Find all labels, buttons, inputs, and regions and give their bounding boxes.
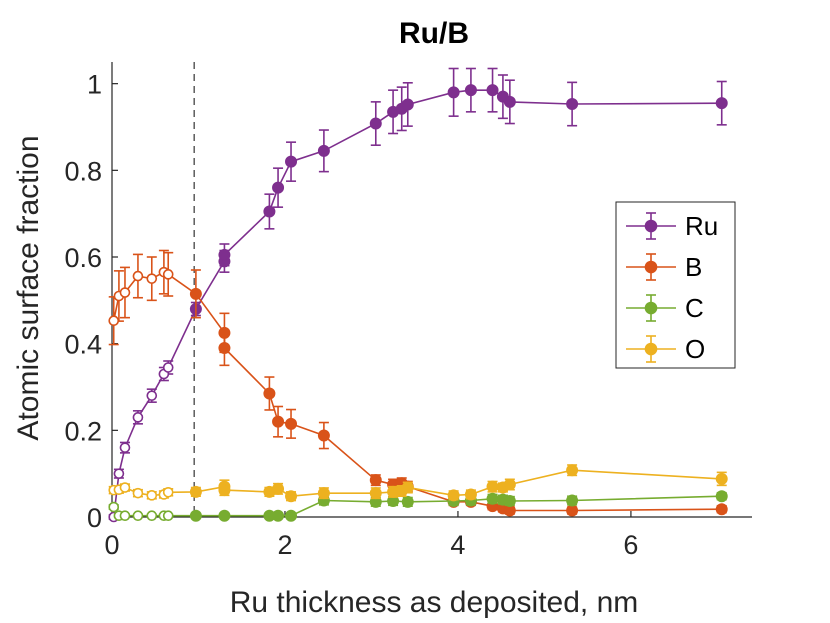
- chart-title: Ru/B: [399, 17, 469, 50]
- legend-marker-ru: [644, 219, 658, 233]
- data-point-o: [464, 488, 477, 501]
- data-point-b: [566, 504, 579, 517]
- data-point-c: [566, 494, 579, 507]
- data-point-b: [369, 474, 382, 487]
- data-point-c: [486, 492, 499, 505]
- x-tick-label: 0: [104, 530, 119, 560]
- data-point-hollow-b: [119, 287, 131, 298]
- data-point-o: [369, 487, 382, 500]
- data-point-hollow-b: [162, 269, 174, 280]
- data-point-hollow-b: [132, 270, 144, 282]
- legend-entry-b: [626, 253, 676, 281]
- data-point-ru: [218, 248, 231, 261]
- legend-label-o: O: [685, 334, 705, 364]
- data-point-hollow-c: [132, 510, 144, 522]
- data-point-c: [401, 495, 414, 508]
- data-point-ru: [566, 98, 579, 111]
- data-point-b: [715, 503, 728, 516]
- data-point-o: [189, 485, 202, 498]
- data-point-hollow-b: [146, 273, 158, 284]
- data-point-hollow-ru: [146, 390, 158, 401]
- data-point-c: [715, 490, 728, 503]
- y-tick-label: 0.6: [64, 243, 102, 273]
- data-point-hollow-o: [119, 482, 131, 493]
- data-point-ru: [447, 86, 460, 99]
- data-point-c: [503, 494, 516, 507]
- data-point-ru: [503, 95, 516, 108]
- y-tick-label: 0.2: [64, 416, 102, 446]
- data-point-ru: [317, 144, 330, 157]
- legend-entry-o: [626, 335, 676, 363]
- legend-label-b: B: [685, 252, 702, 282]
- data-point-b: [317, 429, 330, 442]
- legend-marker-o: [644, 342, 658, 356]
- data-point-o: [486, 480, 499, 493]
- data-point-hollow-ru: [113, 468, 125, 479]
- data-point-o: [272, 482, 285, 495]
- data-point-ru: [369, 117, 382, 130]
- data-point-hollow-c: [146, 510, 158, 522]
- data-point-ru: [401, 98, 414, 111]
- legend-label-c: C: [685, 293, 704, 323]
- data-point-c: [272, 509, 285, 522]
- data-point-b: [218, 342, 231, 354]
- data-point-hollow-b: [108, 315, 120, 327]
- data-point-ru: [263, 205, 276, 218]
- data-point-ru: [464, 84, 477, 97]
- data-point-o: [566, 464, 579, 477]
- data-point-o: [503, 478, 516, 491]
- data-point-hollow-c: [108, 501, 120, 513]
- data-point-c: [285, 509, 298, 522]
- data-point-o: [401, 481, 414, 494]
- data-point-hollow-c: [162, 510, 174, 522]
- data-point-c: [189, 509, 202, 522]
- data-point-b: [272, 415, 285, 428]
- legend-box: [615, 201, 736, 369]
- plot-area: 0 2 4 6 0 0.2 0.4 0.6 0.8 1: [64, 62, 752, 560]
- legend-marker-c: [644, 301, 658, 315]
- series-o: [108, 464, 728, 503]
- data-point-o: [218, 484, 231, 497]
- legend-label-ru: Ru: [685, 211, 718, 241]
- legend-entry-ru: [626, 212, 676, 240]
- data-point-hollow-ru: [162, 362, 174, 373]
- x-tick-label: 4: [450, 530, 465, 560]
- data-point-o: [447, 489, 460, 502]
- y-tick-label: 0.8: [64, 156, 102, 186]
- y-tick-label: 1: [87, 70, 102, 100]
- data-point-ru: [486, 84, 499, 97]
- data-point-o: [715, 472, 728, 485]
- legend-marker-b: [644, 260, 658, 274]
- data-point-ru: [715, 97, 728, 110]
- data-point-b: [218, 326, 231, 339]
- y-tick-label: 0.4: [64, 330, 102, 360]
- data-point-o: [285, 490, 298, 503]
- data-point-hollow-c: [119, 510, 131, 522]
- y-axis-label: Atomic surface fraction: [12, 135, 45, 440]
- x-tick-label: 2: [277, 530, 292, 560]
- data-point-hollow-o: [132, 487, 144, 499]
- data-point-hollow-o: [146, 490, 158, 501]
- data-point-b: [285, 417, 298, 430]
- legend-entry-c: [626, 294, 676, 322]
- legend: Ru BCO: [615, 201, 736, 369]
- data-point-hollow-ru: [119, 442, 131, 453]
- x-tick-label: 6: [623, 530, 638, 560]
- x-axis-label: Ru thickness as deposited, nm: [230, 586, 639, 619]
- series-ru: [108, 67, 728, 523]
- y-tick-label: 0: [87, 503, 102, 533]
- data-point-ru: [285, 155, 298, 168]
- data-point-hollow-ru: [132, 412, 144, 423]
- data-point-c: [218, 509, 231, 522]
- data-point-b: [263, 387, 276, 400]
- data-point-hollow-o: [162, 486, 174, 498]
- data-point-o: [317, 487, 330, 500]
- data-point-b: [189, 287, 202, 300]
- data-point-ru: [272, 181, 285, 194]
